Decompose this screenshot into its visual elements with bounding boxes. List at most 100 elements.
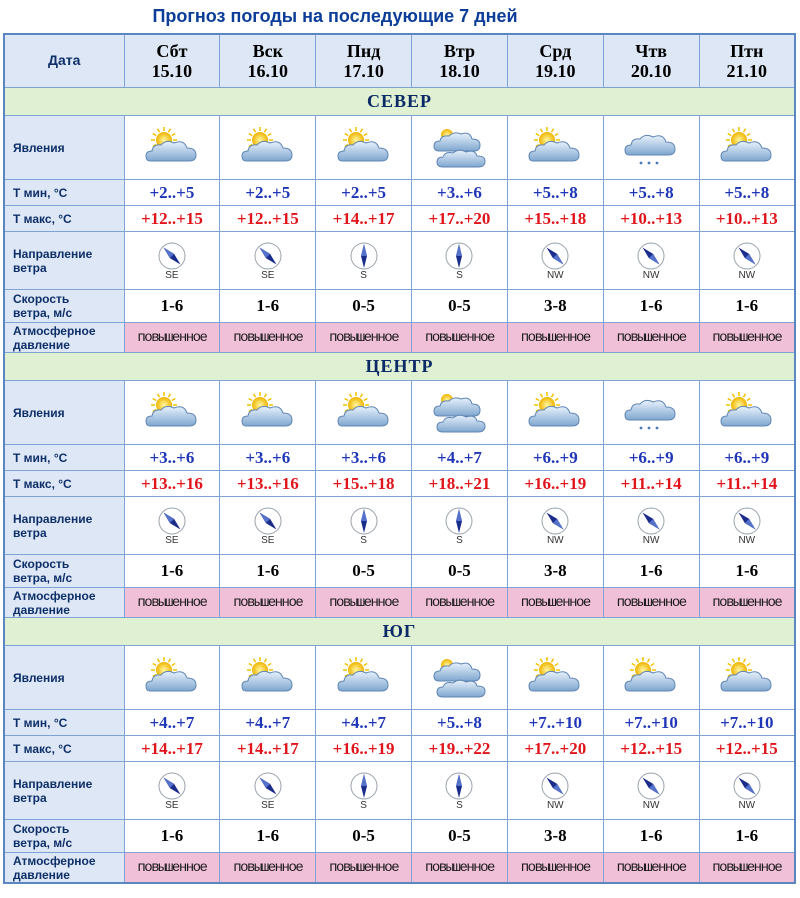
wind-speed-value: 0-5: [315, 554, 413, 588]
pressure-label-text: Атмосферное: [13, 588, 96, 603]
phenomena-label-text: Явления: [13, 405, 65, 420]
pressure-value: повышенное: [123, 852, 221, 884]
partly-cloudy-icon: [528, 656, 580, 691]
weather-icon-cell: [219, 645, 317, 710]
phenomena-row: Явления: [3, 380, 796, 445]
wind-direction-cell: NW: [506, 761, 604, 820]
tmin-label: Т мин, °С: [3, 444, 125, 471]
tmax-value: +19..+22: [411, 735, 508, 762]
phenomena-row: Явления: [3, 115, 796, 180]
day-header: Срд 19.10: [506, 33, 604, 88]
pressure-value: повышенное: [315, 587, 413, 618]
tmin-value: +7..+10: [506, 709, 604, 736]
wind-speed-row: Скорость ветра, м/с 1-6 1-6 0-5 0-5 3-8 1-6 1-6: [3, 554, 796, 588]
tmax-value: +16..+19: [315, 735, 413, 762]
wind-compass-icon: [445, 242, 473, 269]
wind-direction-label-text: Направление: [13, 246, 93, 261]
day-name: Срд: [539, 41, 572, 61]
day-header: Чтв 20.10: [602, 33, 700, 88]
tmin-value: +5..+8: [602, 179, 700, 206]
day-header: Пнд 17.10: [315, 33, 413, 88]
phenomena-label: Явления: [3, 380, 125, 445]
pressure-label-text: Атмосферное: [13, 853, 96, 868]
partly-cloudy-icon: [720, 656, 772, 691]
tmax-label: Т макс, °С: [3, 205, 125, 232]
wind-compass-icon: [637, 242, 665, 269]
wind-speed-value: 1-6: [219, 289, 317, 323]
pressure-value: повышенное: [506, 852, 604, 884]
pressure-label-text: Атмосферное: [13, 323, 96, 338]
pressure-value: повышенное: [698, 322, 796, 353]
light-rain-icon: [624, 134, 676, 164]
tmax-value: +14..+17: [315, 205, 413, 232]
day-name: Птн: [730, 41, 764, 61]
tmin-label-text: Т мин, °С: [13, 450, 68, 465]
tmax-value: +17..+20: [506, 735, 604, 762]
wind-direction-label-text: ветра: [13, 790, 47, 805]
wind-speed-label-text: Скорость: [13, 292, 70, 306]
tmin-value: +5..+8: [506, 179, 604, 206]
tmax-value: +11..+14: [602, 470, 700, 497]
tmax-value: +12..+15: [219, 205, 317, 232]
tmax-value: +12..+15: [602, 735, 700, 762]
wind-direction-code: SE: [261, 269, 275, 281]
wind-direction-code: NW: [738, 269, 756, 281]
tmax-value: +15..+18: [315, 470, 413, 497]
region-row: ЮГ: [3, 617, 796, 646]
pressure-value: повышенное: [698, 852, 796, 884]
tmin-value: +3..+6: [315, 444, 413, 471]
wind-speed-value: 1-6: [123, 289, 221, 323]
day-date: 21.10: [726, 61, 768, 81]
pressure-label: Атмосферное давление: [3, 587, 125, 618]
partly-cloudy-icon: [528, 391, 580, 426]
wind-direction-label: Направление ветра: [3, 496, 125, 555]
wind-speed-value: 1-6: [698, 289, 796, 323]
partly-cloudy-icon: [624, 656, 676, 691]
tmin-value: +6..+9: [506, 444, 604, 471]
partly-cloudy-icon: [720, 391, 772, 426]
day-date: 19.10: [535, 61, 576, 81]
wind-direction-row: Направление ветра SE SE S S NW NW NW: [3, 496, 796, 555]
tmax-value: +15..+18: [506, 205, 604, 232]
pressure-value: повышенное: [506, 322, 604, 353]
wind-speed-value: 1-6: [123, 819, 221, 853]
region-row: СЕВЕР: [3, 87, 796, 116]
tmax-label-text: Т макс, °С: [13, 476, 72, 491]
date-header-label: Дата: [48, 52, 81, 68]
wind-compass-icon: [445, 507, 473, 534]
wind-direction-code: S: [360, 534, 367, 546]
wind-compass-icon: [254, 242, 282, 269]
wind-speed-label-text: ветра, м/с: [13, 306, 73, 320]
wind-compass-icon: [733, 242, 761, 269]
tmax-row: Т макс, °С +14..+17 +14..+17 +16..+19 +19..+…: [3, 735, 796, 762]
weather-icon-cell: [123, 380, 221, 445]
pressure-value: повышенное: [411, 587, 508, 618]
tmax-label-text: Т макс, °С: [13, 741, 72, 756]
wind-direction-label-text: ветра: [13, 525, 47, 540]
tmin-label: Т мин, °С: [3, 709, 125, 736]
overcast-icon: [433, 128, 486, 167]
wind-compass-icon: [445, 772, 473, 799]
wind-compass-icon: [350, 242, 378, 269]
overcast-icon: [433, 393, 486, 432]
weather-icon-cell: [698, 645, 796, 710]
page-title: Прогноз погоды на последующие 7 дней: [152, 6, 518, 26]
wind-direction-cell: SE: [219, 761, 317, 820]
day-header: Птн 21.10: [698, 33, 796, 88]
tmax-value: +10..+13: [602, 205, 700, 232]
wind-direction-cell: SE: [219, 231, 317, 290]
wind-direction-code: S: [360, 269, 367, 281]
wind-direction-cell: NW: [506, 496, 604, 555]
tmax-label-text: Т макс, °С: [13, 211, 72, 226]
wind-direction-code: NW: [546, 269, 564, 281]
tmin-label-text: Т мин, °С: [13, 185, 68, 200]
weather-icon-cell: [602, 115, 700, 180]
wind-compass-icon: [158, 507, 186, 534]
wind-direction-cell: S: [411, 496, 508, 555]
tmax-value: +17..+20: [411, 205, 508, 232]
wind-compass-icon: [733, 772, 761, 799]
phenomena-label-text: Явления: [13, 140, 65, 155]
tmin-label: Т мин, °С: [3, 179, 125, 206]
region-title: ЦЕНТР: [3, 352, 796, 381]
pressure-value: повышенное: [602, 322, 700, 353]
